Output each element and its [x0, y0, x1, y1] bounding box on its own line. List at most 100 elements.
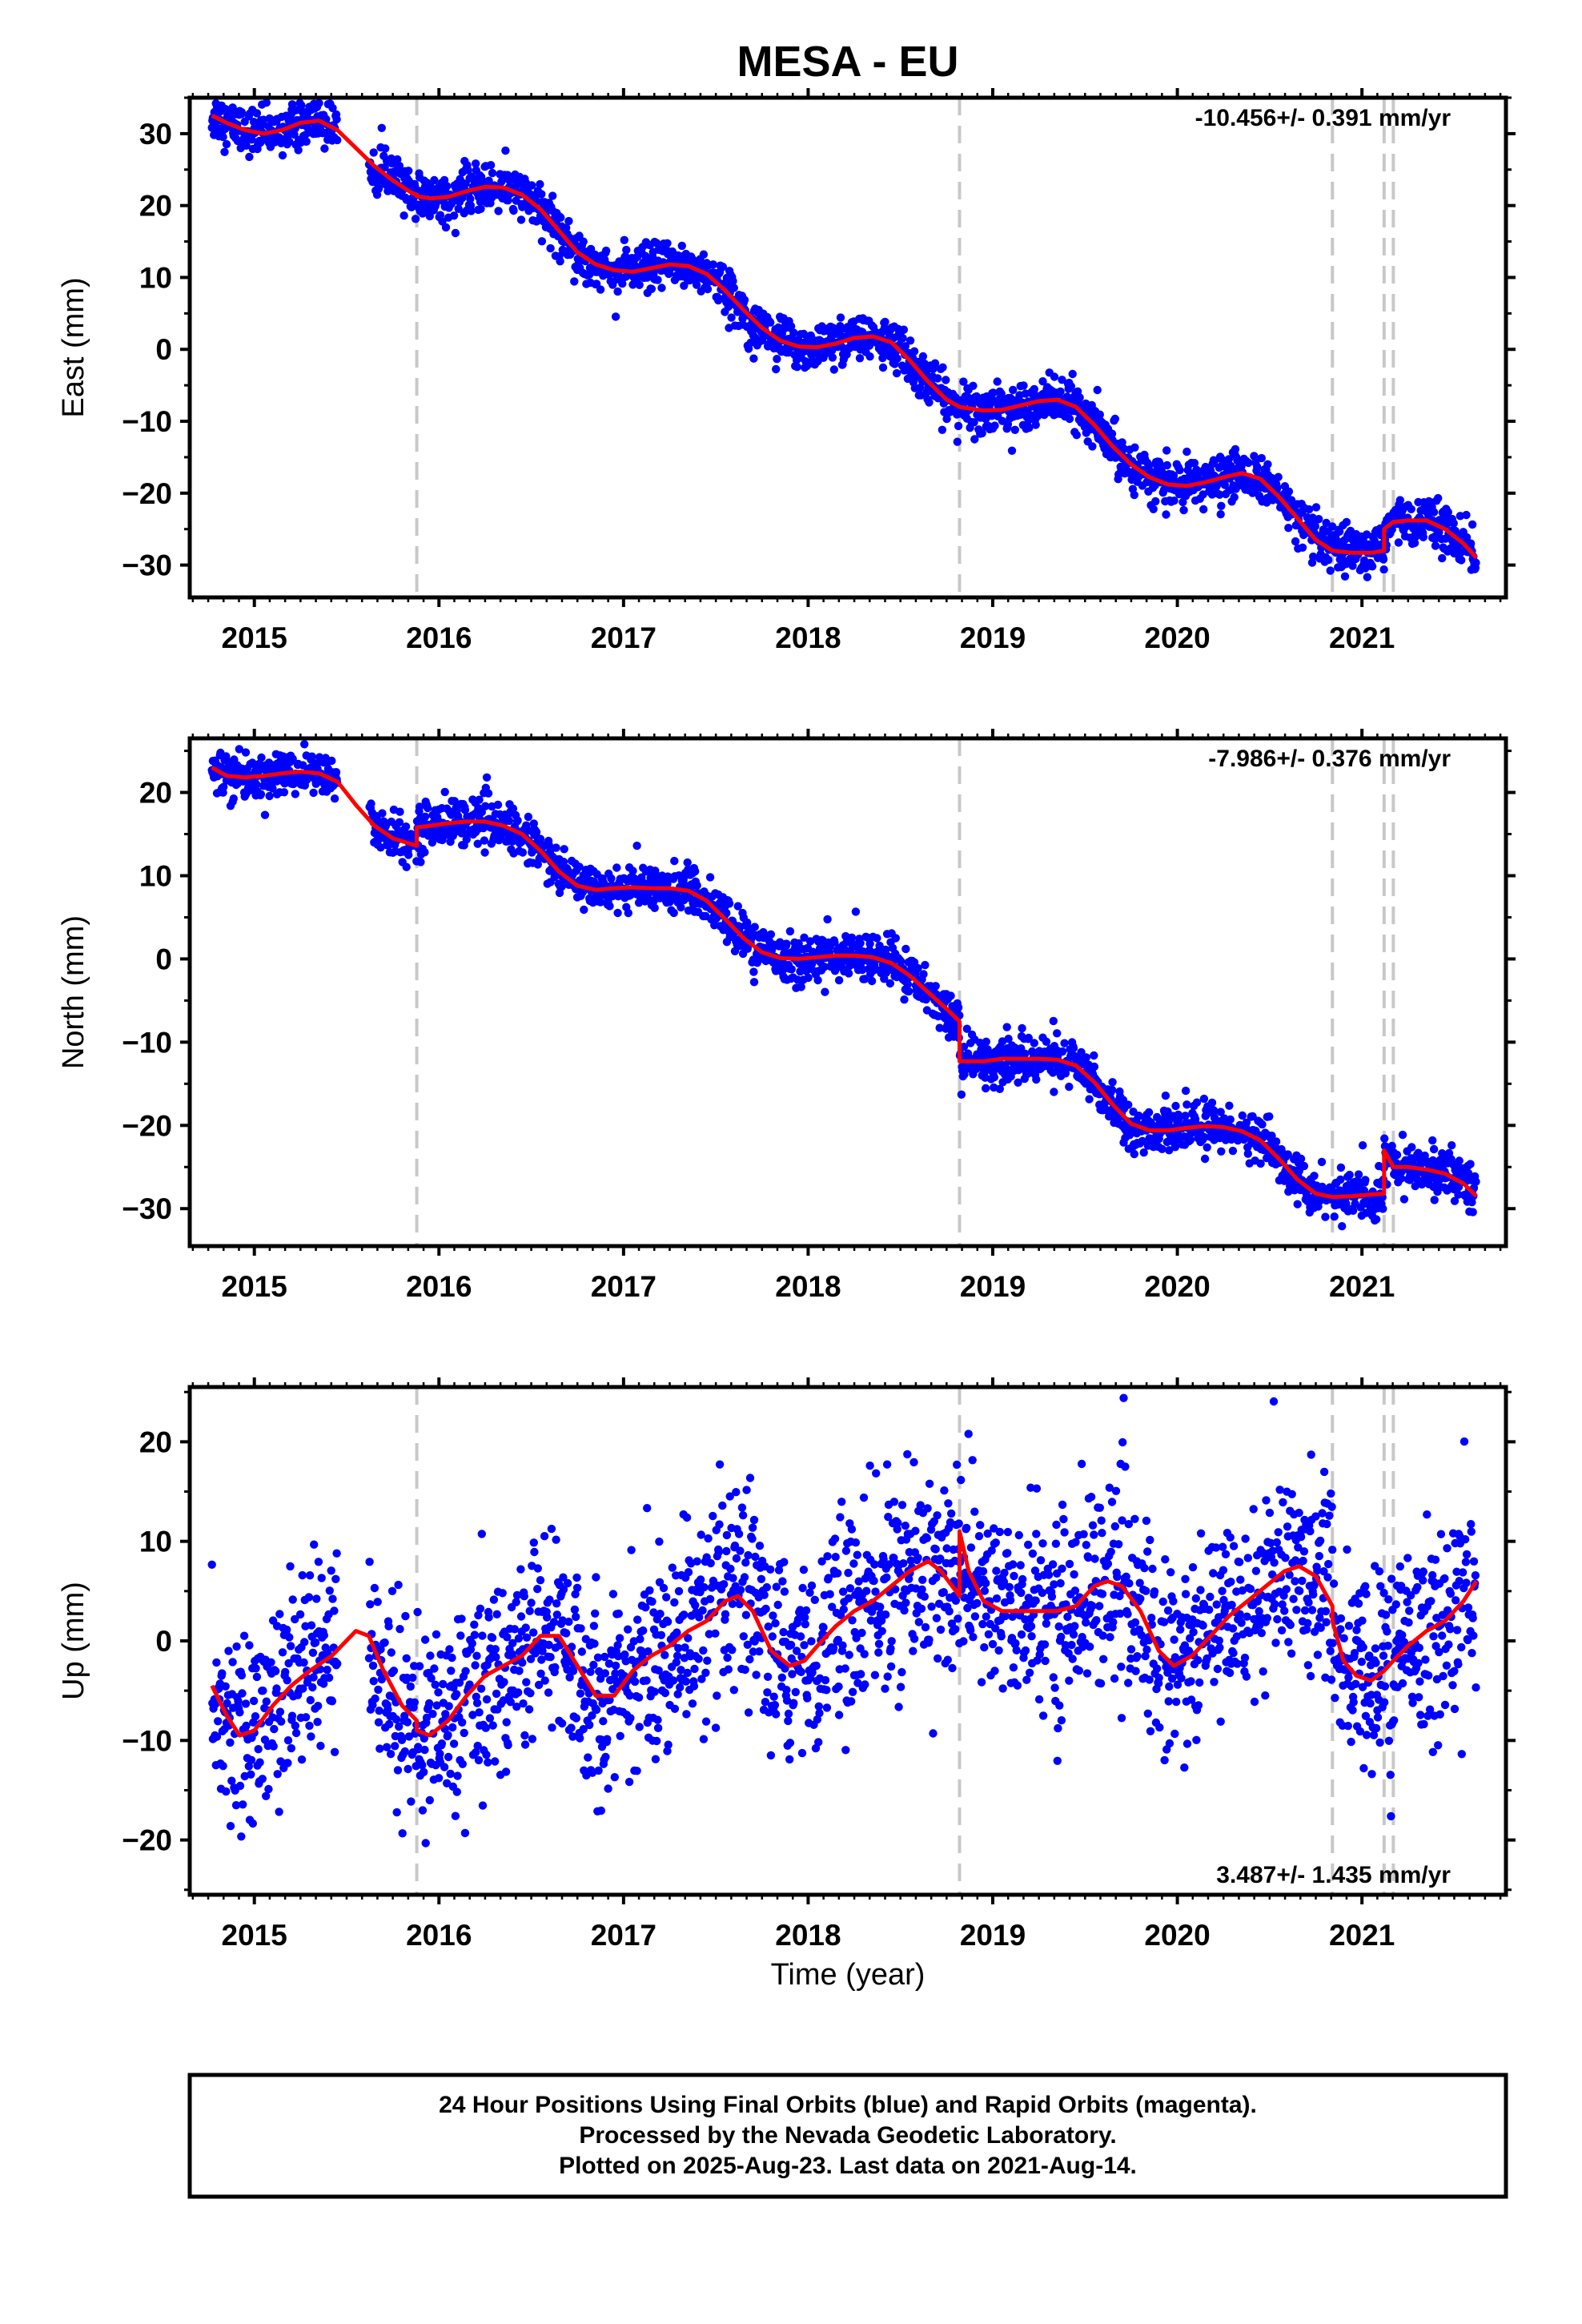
data-point — [219, 1762, 227, 1771]
data-point — [1217, 1147, 1226, 1156]
data-point — [1230, 493, 1239, 502]
data-point — [1317, 1157, 1327, 1167]
data-point — [532, 827, 541, 837]
data-point — [628, 866, 637, 875]
data-point — [462, 835, 471, 844]
data-point — [1226, 1115, 1235, 1124]
x-tick-label: 2018 — [775, 621, 841, 654]
data-point — [1010, 425, 1020, 434]
data-point — [430, 175, 439, 185]
data-point — [729, 276, 737, 286]
x-tick-label: 2015 — [222, 621, 287, 654]
data-point — [381, 144, 390, 153]
data-point — [766, 930, 776, 939]
data-point — [867, 976, 877, 986]
x-tick-label: 2016 — [406, 1270, 472, 1303]
data-point — [424, 803, 432, 813]
data-point — [669, 908, 678, 918]
data-point — [793, 363, 801, 372]
data-point — [252, 109, 262, 118]
data-point — [228, 1658, 237, 1667]
data-point — [901, 944, 910, 954]
data-point — [235, 1781, 245, 1791]
data-point — [930, 359, 940, 368]
data-points — [207, 740, 1480, 1231]
data-point — [836, 313, 845, 322]
data-point — [898, 334, 907, 343]
data-point — [691, 866, 700, 876]
data-point — [1072, 431, 1082, 440]
data-point — [1161, 1092, 1170, 1100]
data-point — [1398, 1130, 1407, 1140]
data-point — [486, 161, 496, 170]
data-point — [1093, 385, 1102, 395]
data-point — [328, 103, 337, 113]
data-point — [1449, 519, 1458, 528]
data-point — [265, 791, 274, 801]
data-point — [1336, 1163, 1346, 1172]
data-point — [252, 1672, 262, 1682]
data-point — [1038, 377, 1047, 386]
data-point — [1345, 1170, 1354, 1180]
data-point — [560, 845, 568, 854]
data-point — [259, 1687, 267, 1695]
data-point — [320, 144, 329, 153]
data-point — [249, 1696, 259, 1706]
data-point — [466, 195, 475, 203]
data-point — [905, 336, 915, 345]
data-point — [254, 1745, 263, 1754]
data-point — [938, 425, 947, 434]
data-point — [709, 260, 718, 269]
data-point — [934, 374, 942, 383]
data-point — [1056, 387, 1065, 396]
data-point — [287, 100, 297, 109]
data-point — [953, 437, 962, 446]
data-point — [881, 317, 889, 327]
data-point — [921, 960, 930, 970]
figure-title: MESA - EU — [737, 38, 958, 86]
data-point — [425, 211, 434, 221]
x-tick-label: 2016 — [406, 621, 472, 654]
data-point — [632, 841, 641, 850]
data-point — [1336, 1175, 1345, 1184]
data-point — [556, 213, 565, 222]
data-point — [418, 209, 428, 218]
data-point — [1228, 1146, 1238, 1156]
data-point — [1265, 1112, 1274, 1121]
data-point — [1244, 458, 1253, 468]
data-point — [226, 1822, 235, 1831]
data-point — [472, 159, 480, 168]
data-point — [1379, 565, 1388, 574]
data-point — [652, 239, 661, 247]
data-point — [1053, 1029, 1062, 1038]
data-point — [1217, 501, 1226, 510]
data-point — [1158, 1144, 1166, 1154]
data-point — [919, 970, 928, 979]
data-point — [1315, 515, 1323, 524]
data-point — [476, 204, 485, 213]
data-point — [990, 421, 999, 430]
data-point — [1466, 1160, 1475, 1168]
data-point — [1181, 1086, 1191, 1096]
data-point — [291, 790, 299, 798]
data-point — [909, 347, 919, 356]
data-point — [579, 237, 588, 246]
data-point — [828, 353, 837, 362]
data-point — [1030, 1039, 1039, 1047]
data-point — [260, 810, 270, 819]
data-point — [262, 99, 271, 107]
data-point — [766, 318, 775, 327]
data-point — [488, 168, 497, 178]
data-point — [400, 211, 408, 220]
data-point — [1216, 510, 1225, 519]
data-point — [946, 991, 955, 1000]
x-tick-label: 2017 — [591, 1270, 656, 1303]
data-point — [331, 768, 341, 777]
data-point — [436, 211, 445, 219]
data-point — [705, 873, 715, 882]
data-point — [1058, 1047, 1067, 1056]
y-tick-label: 0 — [155, 333, 172, 366]
data-point — [733, 902, 742, 911]
data-point — [1419, 533, 1428, 541]
data-point — [1311, 503, 1321, 512]
